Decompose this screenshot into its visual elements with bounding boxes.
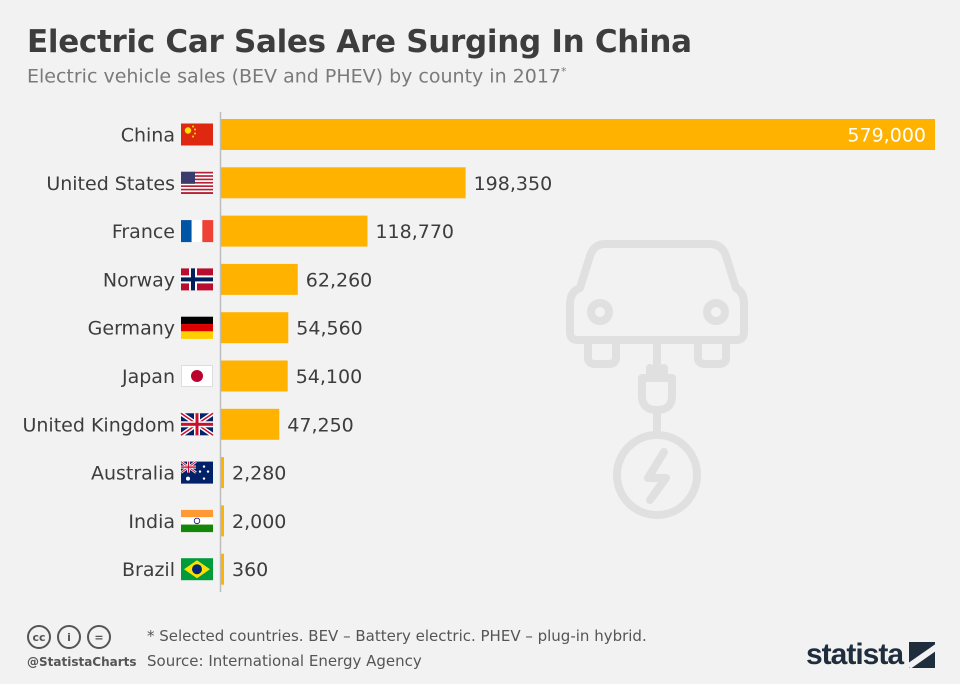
bar (221, 505, 224, 537)
bar-row-brazil: Brazil 360 (122, 553, 268, 585)
bar (221, 119, 935, 150)
value-label: 118,770 (375, 221, 454, 243)
bar-row-china: China 579,000 (121, 119, 935, 150)
category-label: Germany (88, 318, 175, 340)
bar (221, 360, 288, 392)
bar (221, 167, 466, 199)
logo-mark-icon (909, 642, 936, 668)
bar-row-australia: Australia 2,280 (91, 457, 286, 489)
australia-flag-icon (180, 460, 213, 484)
category-label: United Kingdom (22, 414, 175, 436)
usa-flag-icon (181, 171, 213, 194)
value-label: 2,280 (232, 463, 286, 485)
bar (221, 312, 289, 344)
subtitle-text: Electric vehicle sales (BEV and PHEV) by… (27, 65, 562, 88)
social-handle: @StatistaCharts (27, 655, 137, 669)
value-label: 2,000 (232, 511, 286, 533)
bar-row-united-kingdom: United Kingdom 47,250 (22, 408, 354, 440)
china-flag-icon (181, 123, 213, 146)
creative-commons-icon: cc (27, 625, 51, 649)
category-label: France (112, 221, 175, 243)
bar (221, 408, 280, 440)
category-label: Japan (121, 366, 175, 388)
norway-flag-icon (181, 268, 213, 291)
bar-row-united-states: United States 198,350 (46, 167, 553, 199)
value-label: 360 (232, 559, 268, 581)
bar-row-germany: Germany 54,560 (88, 312, 363, 344)
bar-row-japan: Japan 54,100 (121, 360, 362, 392)
value-label: 54,560 (296, 318, 362, 340)
bar (221, 457, 224, 489)
bar (221, 553, 224, 585)
category-label: Norway (103, 269, 175, 291)
japan-flag-icon (181, 365, 213, 387)
category-label: United States (46, 173, 175, 195)
statista-logo[interactable]: statista (806, 638, 936, 672)
bar (221, 215, 368, 247)
source-note: Source: International Energy Agency (147, 652, 422, 670)
bar (221, 263, 298, 295)
value-label: 579,000 (847, 125, 926, 147)
value-label: 47,250 (287, 414, 353, 436)
chart-subtitle: Electric vehicle sales (BEV and PHEV) by… (27, 65, 567, 87)
license-icons: cc i = (27, 625, 111, 649)
chart-rows: China 579,000 United States 198,350 France 11… (22, 119, 935, 585)
value-label: 62,260 (306, 269, 372, 291)
category-label: Brazil (122, 559, 175, 581)
subtitle-asterisk: * (561, 65, 567, 78)
logo-text: statista (806, 638, 904, 671)
footnote: * Selected countries. BEV – Battery elec… (147, 627, 647, 645)
value-label: 54,100 (296, 366, 362, 388)
bar-row-india: India 2,000 (128, 505, 286, 537)
value-label: 198,350 (474, 173, 553, 195)
bar-row-france: France 118,770 (112, 215, 454, 247)
category-label: China (121, 125, 175, 147)
germany-flag-icon (181, 316, 213, 339)
category-label: India (128, 511, 175, 533)
attribution-icon: i (57, 625, 81, 649)
no-derivatives-icon: = (87, 625, 111, 649)
bar-row-norway: Norway 62,260 (103, 263, 372, 295)
india-flag-icon (181, 509, 213, 533)
brazil-flag-icon (181, 558, 213, 581)
chart-title: Electric Car Sales Are Surging In China (27, 24, 692, 60)
category-label: Australia (91, 463, 175, 485)
electric-car-plug-icon (566, 240, 748, 519)
uk-flag-icon (179, 411, 215, 438)
france-flag-icon (181, 220, 214, 243)
